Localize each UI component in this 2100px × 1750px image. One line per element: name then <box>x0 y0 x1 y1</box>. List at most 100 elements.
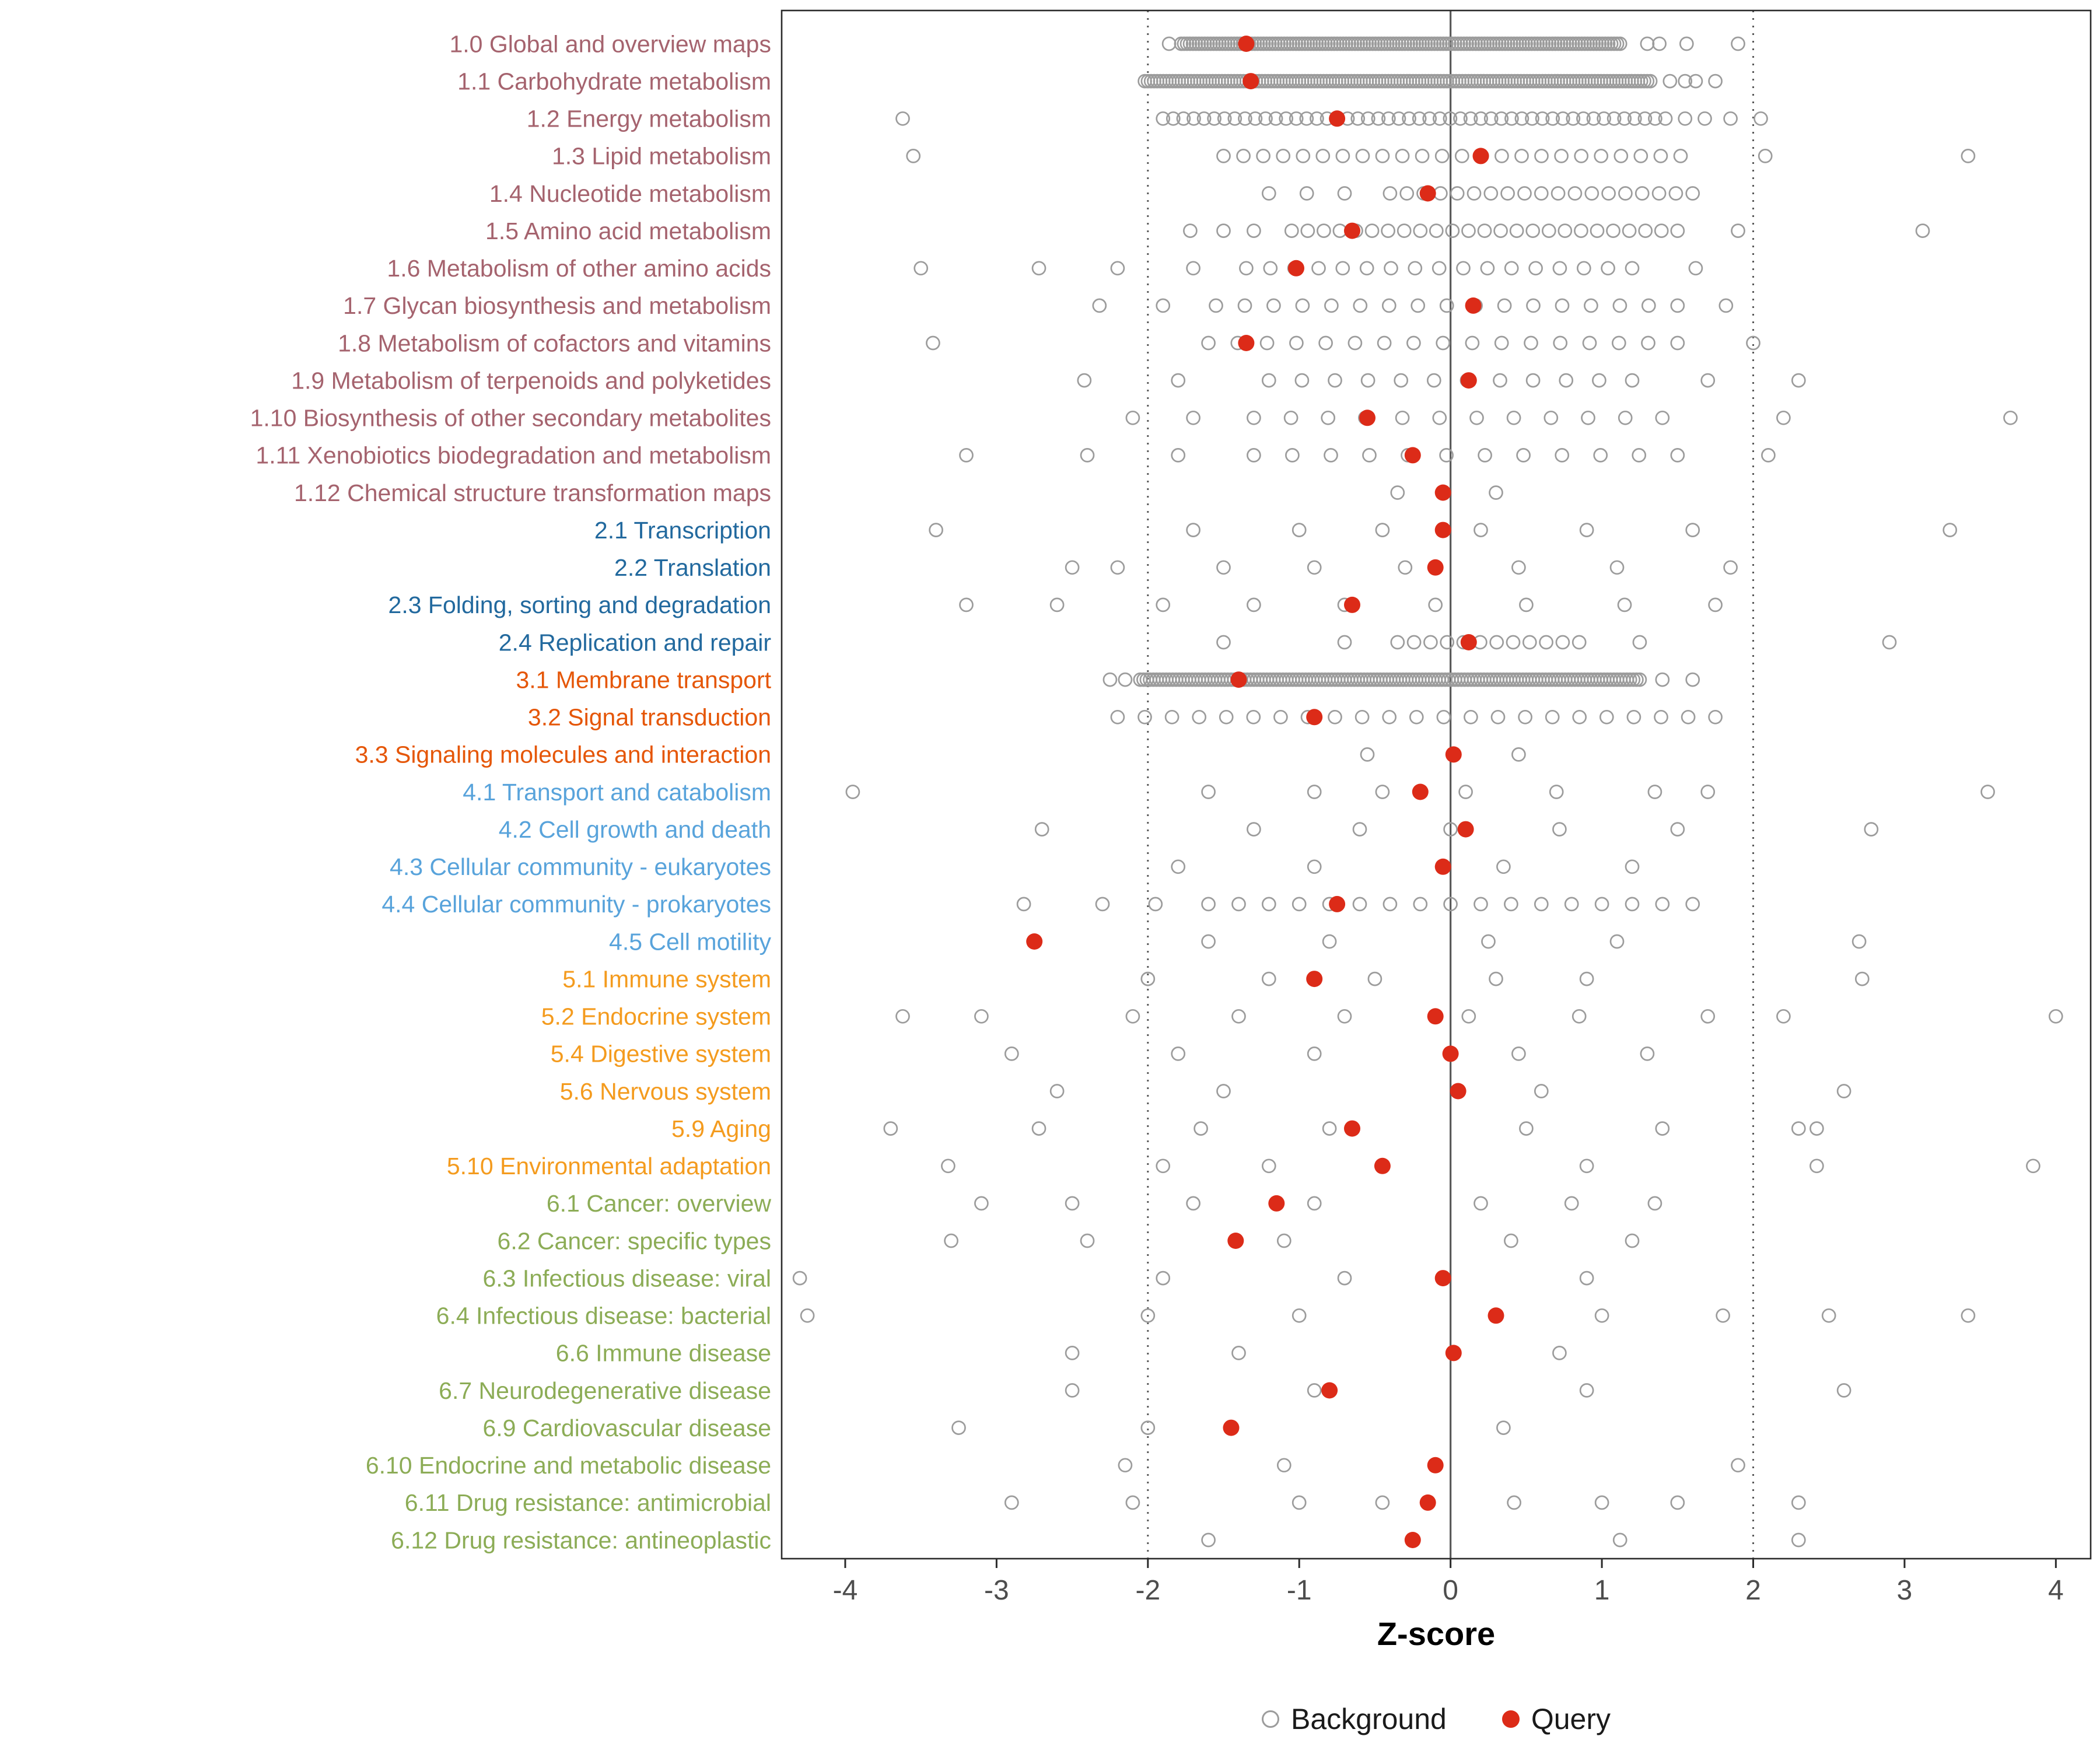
background-point <box>1668 186 1684 201</box>
background-point <box>1125 410 1140 425</box>
background-point <box>1599 709 1614 724</box>
background-point <box>1263 261 1278 276</box>
background-point <box>1247 448 1261 463</box>
background-point <box>1754 111 1768 126</box>
background-point <box>1237 298 1252 313</box>
background-point <box>1231 1009 1246 1024</box>
background-point <box>2048 1009 2063 1024</box>
background-point <box>1156 1158 1171 1174</box>
background-point <box>1477 223 1492 238</box>
background-point <box>792 1270 807 1286</box>
background-point <box>1592 373 1606 388</box>
background-point <box>1655 1121 1670 1136</box>
background-point <box>1049 597 1065 612</box>
background-point <box>1031 261 1046 276</box>
background-point <box>1231 897 1246 912</box>
y-axis-label: 1.12 Chemical structure transformation m… <box>294 480 771 506</box>
background-point <box>1186 410 1200 425</box>
background-point <box>1077 373 1092 388</box>
background-point <box>1601 186 1616 201</box>
background-point <box>2026 1158 2041 1174</box>
background-point <box>1791 1121 1806 1136</box>
query-point <box>1488 1307 1504 1324</box>
background-point <box>1504 111 1519 126</box>
background-point <box>1497 298 1512 313</box>
background-point <box>1186 111 1201 126</box>
query-point <box>1026 933 1043 950</box>
background-point <box>1522 635 1537 650</box>
background-point <box>1276 149 1291 163</box>
background-point <box>1300 223 1315 238</box>
background-point <box>1102 672 1118 687</box>
panel-border <box>780 9 2092 1560</box>
background-point <box>1555 111 1570 126</box>
x-tick-label: 2 <box>1745 1575 1761 1606</box>
background-point <box>1617 111 1632 126</box>
y-axis-label: 1.1 Carbohydrate metabolism <box>457 68 771 94</box>
background-point <box>1410 298 1426 313</box>
background-point <box>1285 448 1300 463</box>
background-point <box>1493 373 1507 388</box>
background-point <box>1395 410 1410 425</box>
background-point <box>1283 410 1298 425</box>
background-point <box>1443 111 1458 126</box>
background-point <box>1489 635 1504 650</box>
y-axis-label: 6.11 Drug resistance: antimicrobial <box>405 1489 771 1516</box>
y-axis-label: 1.3 Lipid metabolism <box>552 143 771 170</box>
background-point <box>1618 186 1633 201</box>
background-point <box>1550 186 1566 201</box>
query-point <box>1457 821 1474 838</box>
background-point <box>1534 897 1549 912</box>
background-point <box>974 1196 989 1211</box>
background-point <box>1192 709 1207 724</box>
background-point <box>1655 672 1670 687</box>
background-point <box>1474 111 1488 126</box>
background-point <box>906 149 921 163</box>
background-point <box>1625 859 1640 874</box>
background-point <box>1496 1420 1511 1435</box>
background-point <box>1673 149 1688 163</box>
background-point <box>1394 373 1409 388</box>
background-point <box>1518 709 1532 724</box>
background-point <box>1555 448 1570 463</box>
query-point <box>1223 1419 1240 1436</box>
background-point <box>1478 448 1492 463</box>
background-point <box>1201 934 1216 949</box>
x-tick-label: -4 <box>833 1575 858 1606</box>
background-point <box>1572 1009 1587 1024</box>
background-point <box>1670 223 1685 238</box>
background-point <box>1171 859 1186 874</box>
background-point <box>1247 223 1261 238</box>
background-point <box>1445 223 1460 238</box>
background-point <box>1360 111 1376 126</box>
legend-item-background: Background <box>1261 1702 1447 1736</box>
background-point <box>1355 149 1370 163</box>
query-point <box>1374 1157 1391 1174</box>
background-point <box>1246 709 1261 724</box>
background-point <box>1723 111 1738 126</box>
background-point <box>1140 971 1156 986</box>
query-point <box>1442 1045 1459 1062</box>
background-point <box>1399 186 1415 201</box>
background-point <box>1670 335 1685 351</box>
background-point <box>1382 897 1398 912</box>
y-axis-label: 2.4 Replication and repair <box>499 629 771 656</box>
background-point <box>1943 523 1958 537</box>
background-point <box>1634 186 1650 201</box>
background-point <box>1183 223 1198 238</box>
background-point <box>800 1308 815 1323</box>
background-point <box>1549 785 1564 799</box>
background-point <box>1294 373 1310 388</box>
background-point <box>1525 111 1539 126</box>
background-point <box>1579 1270 1594 1286</box>
background-point <box>1156 597 1171 612</box>
background-point <box>1632 448 1647 463</box>
legend: Background Query <box>782 1702 2091 1736</box>
background-point <box>1406 635 1422 650</box>
plot-panel <box>782 10 2091 1559</box>
background-point <box>1156 298 1171 313</box>
background-point <box>1318 335 1333 351</box>
query-point <box>1460 634 1477 650</box>
background-point <box>1791 1532 1806 1548</box>
